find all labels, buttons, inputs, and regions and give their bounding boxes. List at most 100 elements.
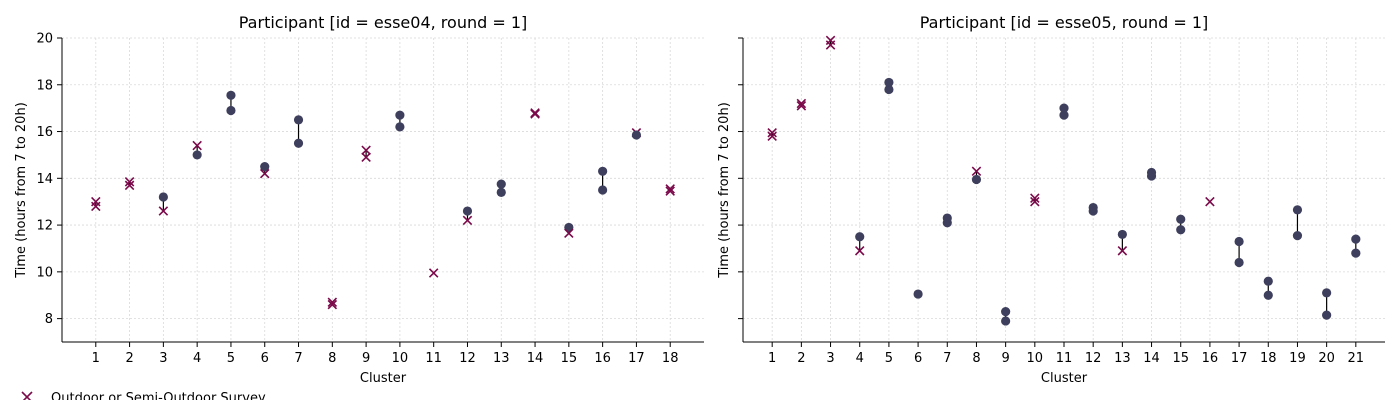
data-point-dot (1351, 234, 1361, 244)
data-point-x (124, 180, 135, 191)
data-point-dot (1292, 231, 1303, 241)
chart-panel-2: 1 2 3 4 5 6 7 8 9 10 11 12 13 14 15 16 17 18 19 20 21Partici… (717, 13, 1385, 386)
data-point-dot (598, 185, 608, 195)
x-axis-label: Cluster (1041, 371, 1088, 386)
x-marker-stroke (530, 108, 540, 118)
data-point-dot (293, 138, 304, 148)
x-marker-stroke (124, 180, 135, 191)
data-point-dot (942, 213, 952, 223)
y-tick-label: 10 (36, 265, 53, 280)
data-point-dot (1176, 214, 1186, 224)
data-point-dot (395, 122, 405, 132)
chart-title: Participant [id = esse04, round = 1] (239, 13, 528, 32)
data-point-dot (395, 110, 405, 120)
x-marker-stroke (1117, 246, 1128, 256)
x-tick-label: 6 (261, 351, 269, 366)
data-point-dot (158, 192, 168, 202)
x-marker-stroke (124, 177, 135, 187)
data-point-dot (1234, 236, 1244, 247)
x-marker-stroke (361, 145, 371, 156)
data-point-dot (884, 84, 894, 95)
data-point-dot (598, 166, 608, 176)
x-marker-stroke (767, 127, 777, 138)
x-tick-label: 16 (1202, 351, 1219, 366)
y-tick-label: 12 (36, 219, 53, 234)
data-point-dot (1117, 229, 1127, 240)
x-tick-label: 15 (561, 351, 578, 366)
data-point-dot (1001, 316, 1011, 326)
x-tick-label: 17 (1231, 351, 1248, 366)
x-tick-label: 1 (92, 351, 100, 366)
x-tick-label: 21 (1348, 351, 1365, 366)
x-tick-label: 6 (914, 351, 922, 366)
x-tick-label: 2 (797, 351, 805, 366)
x-marker-stroke (361, 152, 371, 163)
y-axis-label: Time (hours from 7 to 20h) (717, 102, 732, 279)
data-point-dot (226, 105, 236, 116)
x-tick-label: 18 (662, 351, 679, 366)
x-tick-label: 9 (362, 351, 370, 366)
data-point-dot (1322, 310, 1332, 320)
y-tick-label: 8 (45, 312, 53, 327)
legend: Outdoor or Semi-Outdoor Survey (21, 391, 266, 400)
data-point-dot (1176, 225, 1186, 235)
data-point-dot (1322, 288, 1332, 298)
x-marker-stroke (192, 140, 202, 151)
data-point-dot (1059, 110, 1069, 120)
data-point-x (1030, 193, 1040, 203)
data-point-x (1117, 246, 1128, 256)
x-tick-label: 20 (1318, 351, 1335, 366)
data-point-dot (971, 174, 982, 185)
data-point-x (767, 131, 777, 141)
data-point-dot (192, 150, 202, 160)
x-tick-label: 7 (294, 351, 302, 366)
data-point-dot (462, 206, 473, 216)
x-tick-label: 19 (1289, 351, 1306, 366)
x-tick-label: 7 (943, 351, 951, 366)
chart-panel-1: 1 2 3 4 5 6 7 8 9 10 11 12 13 14 15 16 17 188101214161820… (14, 13, 704, 386)
data-point-x (796, 101, 807, 111)
x-tick-label: 14 (1143, 351, 1160, 366)
data-point-x (124, 177, 135, 187)
x-marker-stroke (1030, 193, 1040, 203)
y-tick-label: 18 (36, 78, 53, 93)
x-marker-stroke (767, 131, 777, 141)
data-point-dot (496, 187, 506, 197)
data-point-dot (1059, 103, 1069, 113)
x-tick-label: 3 (159, 351, 167, 366)
data-point-dot (913, 289, 923, 299)
data-point-x (825, 35, 836, 46)
data-point-x (665, 184, 675, 194)
data-point-dot (226, 90, 236, 100)
x-axis-label: Cluster (360, 371, 407, 386)
x-marker-stroke (327, 299, 338, 310)
data-point-x (530, 109, 540, 119)
data-point-dot (855, 232, 865, 242)
x-tick-label: 2 (125, 351, 133, 366)
x-tick-label: 5 (227, 351, 235, 366)
x-tick-label: 11 (425, 351, 442, 366)
data-point-dot (564, 222, 574, 233)
data-point-x (530, 108, 540, 118)
x-tick-label: 10 (392, 351, 409, 366)
x-tick-label: 16 (594, 351, 611, 366)
data-point-dot (1088, 202, 1098, 213)
x-tick-label: 17 (628, 351, 645, 366)
data-point-dot (1001, 307, 1011, 317)
x-marker-stroke (91, 196, 101, 207)
x-tick-label: 12 (459, 351, 476, 366)
data-point-dot (293, 115, 304, 125)
x-tick-label: 18 (1260, 351, 1277, 366)
data-point-x (158, 206, 169, 216)
data-point-x (854, 246, 865, 256)
x-tick-label: 4 (856, 351, 864, 366)
data-point-x (1205, 196, 1215, 207)
data-point-dot (260, 162, 270, 172)
y-tick-label: 14 (36, 172, 53, 187)
x-marker-stroke (462, 215, 473, 226)
data-point-x (665, 186, 675, 196)
data-point-x (462, 215, 473, 226)
legend-label: Outdoor or Semi-Outdoor Survey (51, 391, 266, 400)
x-marker-stroke (854, 246, 865, 256)
